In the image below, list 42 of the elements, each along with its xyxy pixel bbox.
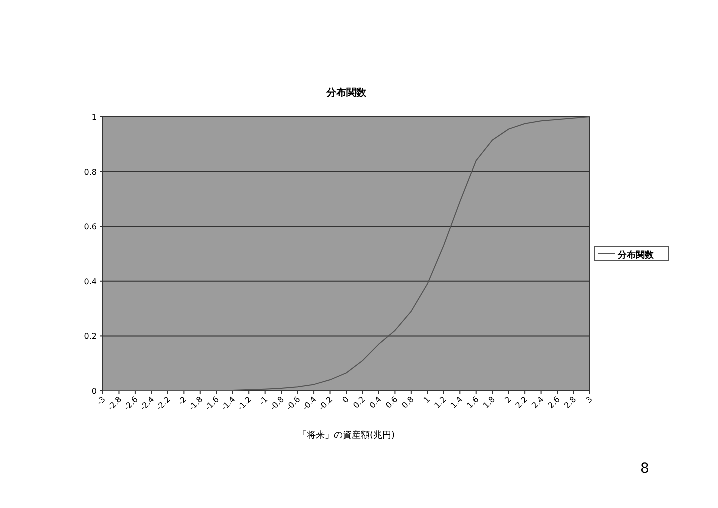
- x-tick-label: 1.4: [449, 395, 465, 410]
- x-tick-label: -1.6: [204, 395, 222, 412]
- x-tick-label: -0.6: [284, 395, 302, 412]
- x-tick-label: 1: [422, 395, 432, 406]
- legend-label: 分布関数: [617, 250, 655, 261]
- chart-title: 分布関数: [326, 87, 368, 99]
- x-tick-label: -0.4: [301, 395, 318, 412]
- y-tick-label: 0.2: [84, 332, 97, 342]
- x-tick-label: -2.4: [138, 395, 156, 412]
- x-tick-label: 0.6: [384, 395, 400, 410]
- x-tick-label: 0.2: [352, 395, 368, 410]
- x-tick-label: -1: [258, 395, 270, 408]
- x-tick-label: 2.4: [530, 395, 546, 410]
- x-tick-label: -2: [176, 395, 189, 408]
- x-tick-label: -2.2: [154, 395, 172, 412]
- line-series: [102, 116, 590, 392]
- y-tick-label: 0: [92, 387, 97, 396]
- x-tick-label: 1.8: [482, 395, 498, 410]
- x-tick-label: 0.4: [368, 395, 384, 410]
- y-tick-label: 1: [92, 113, 97, 122]
- x-tick-label: 1.6: [465, 395, 481, 410]
- x-tick-label: 0.8: [400, 395, 416, 410]
- x-tick-label: 2.8: [562, 395, 578, 410]
- x-tick-label: 2: [503, 395, 514, 406]
- x-tick-label: 1.2: [432, 395, 448, 410]
- y-tick-label: 0.6: [84, 222, 97, 232]
- x-tick-label: -1.8: [187, 395, 205, 412]
- x-tick-label: 2.2: [514, 395, 530, 410]
- y-tick-label: 0.4: [84, 277, 97, 286]
- x-axis-title: 「将来」の資産額(兆円): [298, 430, 396, 441]
- x-tick-label: -3: [95, 395, 108, 408]
- y-tick-label: 0.8: [84, 168, 97, 177]
- x-tick-label: 0: [340, 395, 351, 406]
- x-tick-label: -2.6: [122, 395, 140, 412]
- x-tick-label: -2.8: [106, 395, 124, 412]
- x-tick-label: -0.2: [317, 395, 335, 412]
- x-tick-label: 3: [584, 395, 594, 406]
- x-tick-label: 2.6: [546, 395, 562, 410]
- x-tick-label: -0.8: [268, 395, 286, 412]
- x-tick-label: -1.2: [236, 395, 254, 412]
- text: 8: [640, 461, 650, 477]
- x-tick-label: -1.4: [220, 395, 238, 412]
